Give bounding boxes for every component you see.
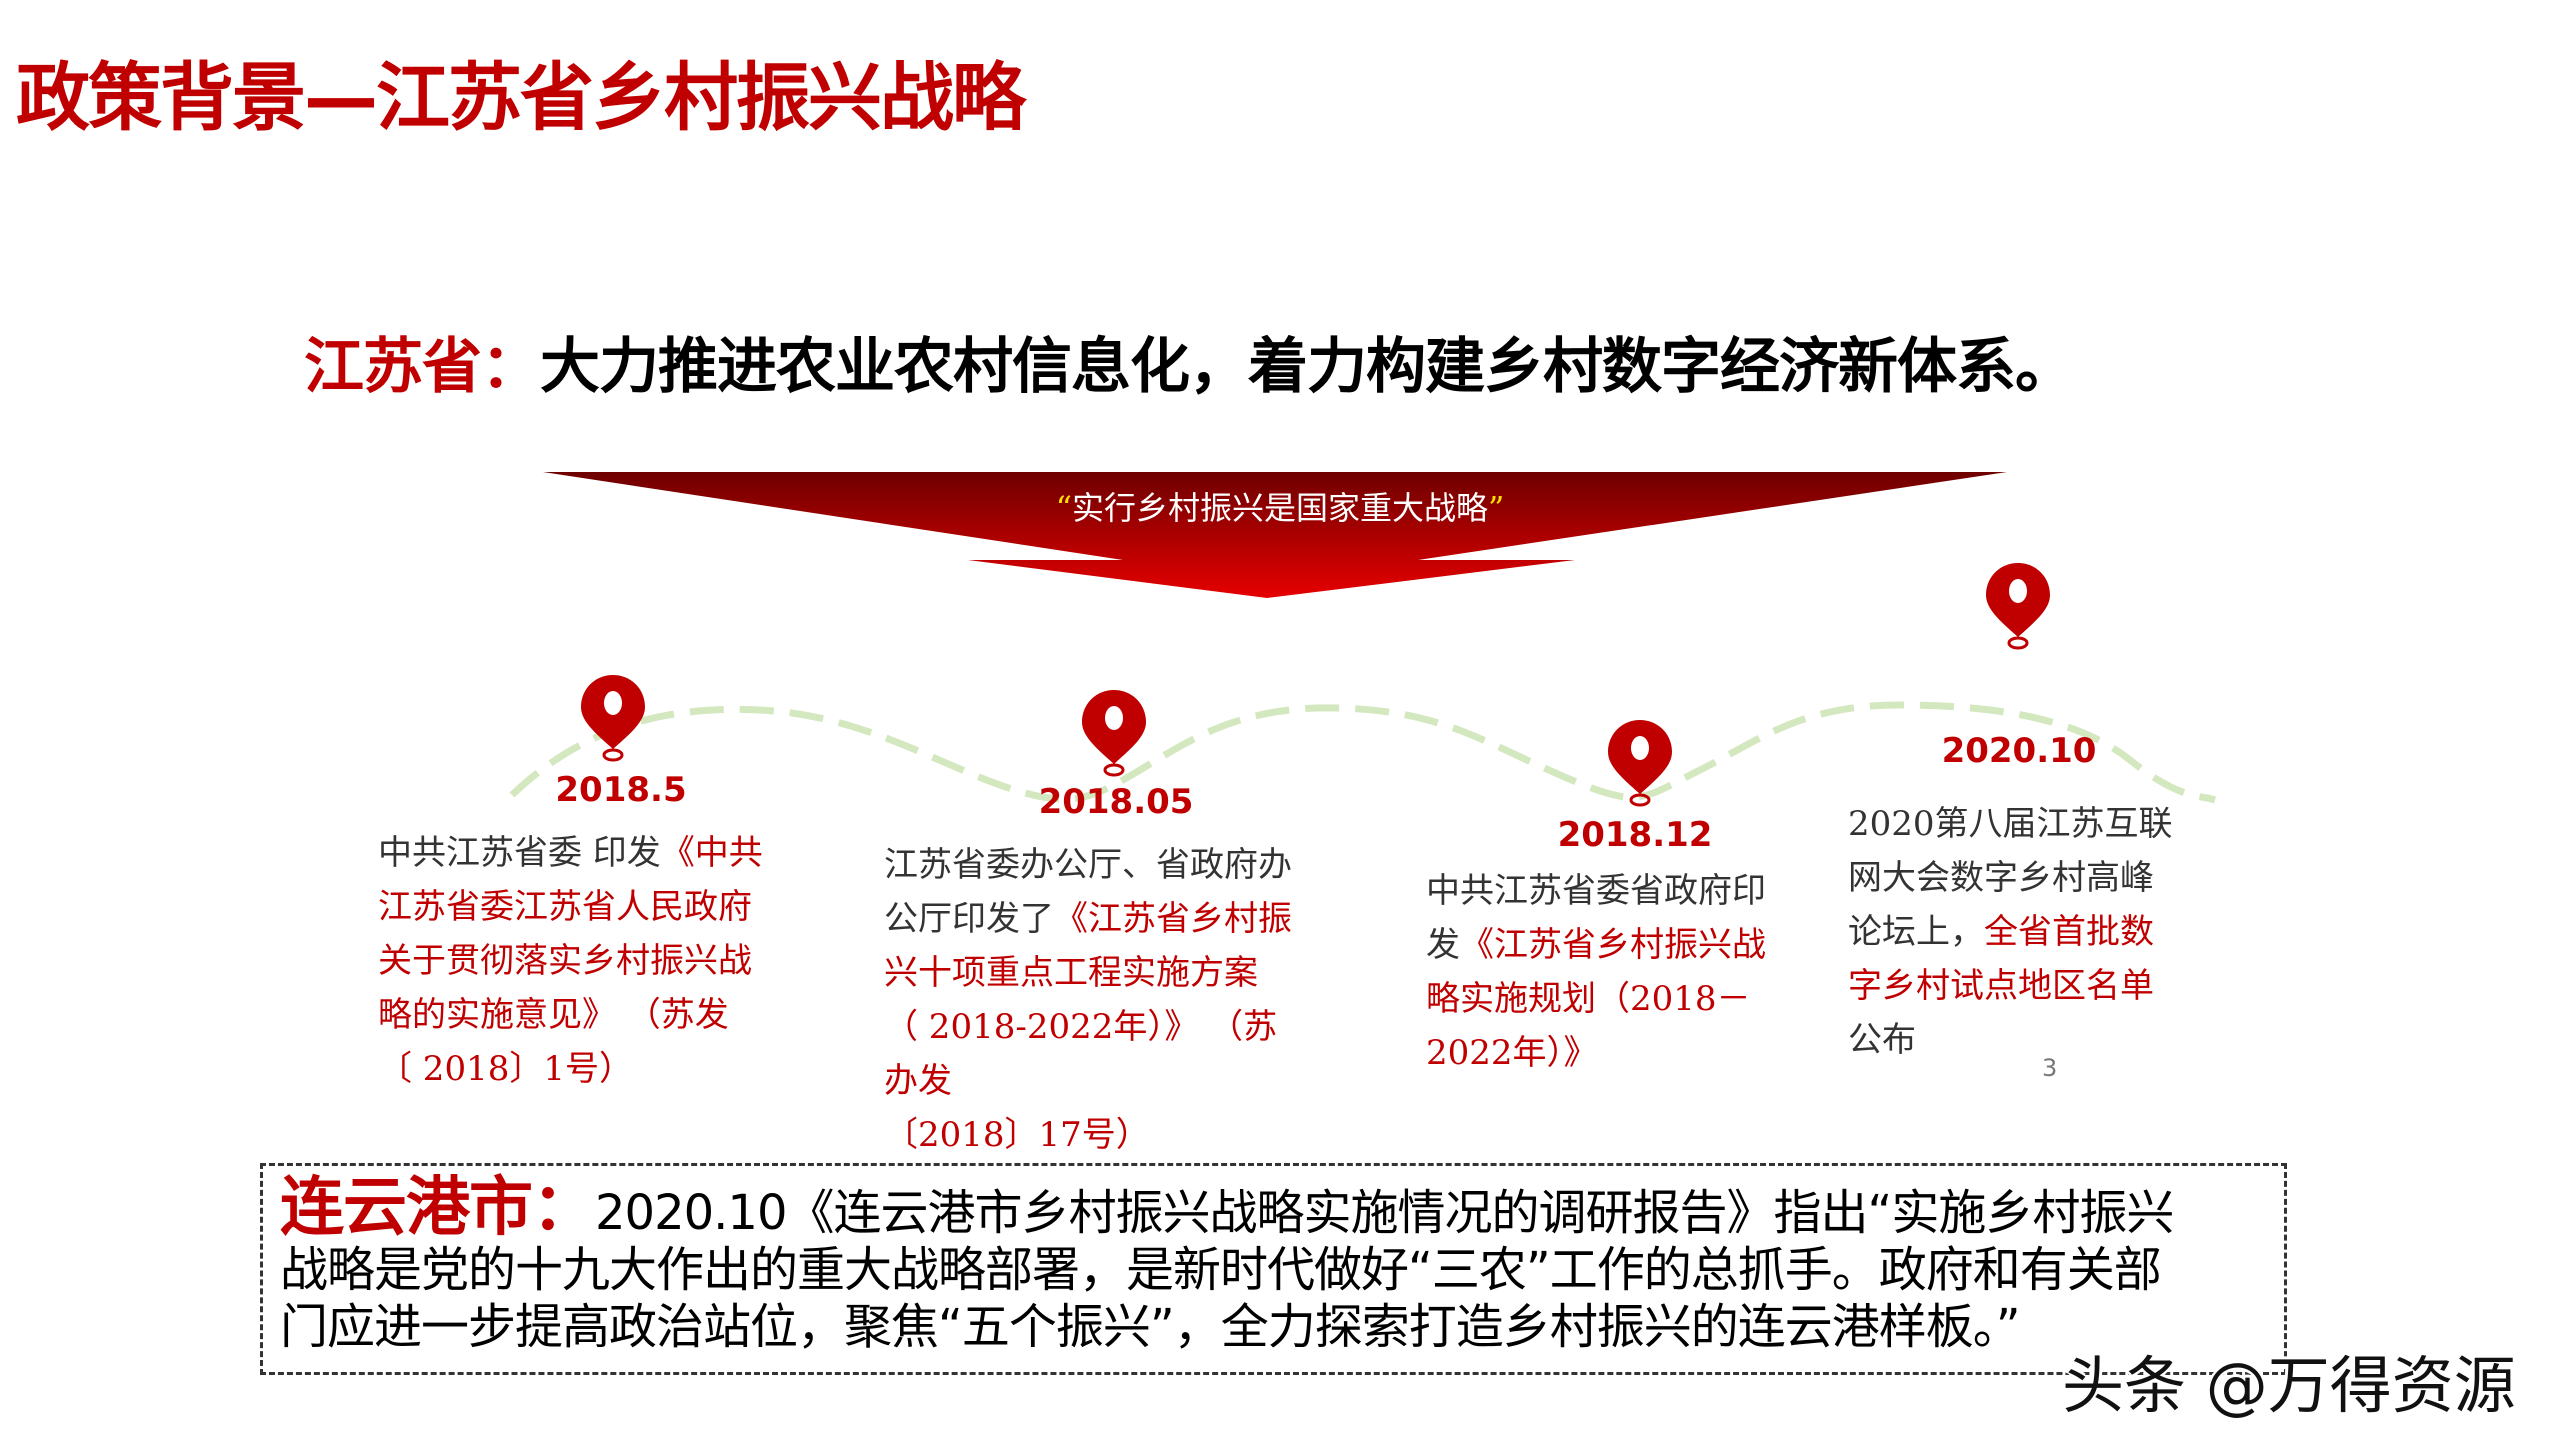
description-line: 办发 [884, 1054, 1292, 1108]
description-line: 公厅印发了《江苏省乡村振 [884, 892, 1292, 946]
plain-text: 发 [1426, 925, 1460, 965]
description-line: 〔2018〕17号） [884, 1108, 1292, 1162]
plain-text: 公厅印发了 [884, 899, 1054, 939]
description-line: （ 2018-2022年）》 （苏 [884, 1000, 1292, 1054]
highlighted-text: 全省首批数 [1984, 912, 2154, 952]
watermark: 头条 @万得资源 [2062, 1349, 2516, 1422]
timeline-date: 2018.5 [555, 770, 687, 810]
description-line: 江苏省委江苏省人民政府 [378, 880, 763, 934]
box-line-text: 2020.10《连云港市乡村振兴战略实施情况的调研报告》指出“实施乡村振兴 [595, 1185, 2174, 1241]
box-line: 战略是党的十九大作出的重大战略部署，是新时代做好“三农”工作的总抓手。政府和有关… [280, 1242, 2162, 1298]
timeline-date: 2018.05 [1038, 782, 1194, 822]
description-line: 论坛上，全省首批数 [1848, 905, 2173, 959]
description-line: 字乡村试点地区名单 [1848, 959, 2173, 1013]
description-line: 略的实施意见》 （苏发 [378, 988, 763, 1042]
timeline-date: 2018.12 [1557, 815, 1713, 855]
highlighted-text: 略的实施意见》 （苏发 [378, 995, 729, 1035]
description-line: 网大会数字乡村高峰 [1848, 851, 2173, 905]
timeline-description: 中共江苏省委 印发《中共江苏省委江苏省人民政府 关于贯彻落实乡村振兴战 略的实施意见… [378, 826, 763, 1096]
highlighted-text: 〔2018〕17号） [884, 1115, 1150, 1155]
plain-text: 论坛上， [1848, 912, 1984, 952]
plain-text: 江苏省委办公厅、省政府办 [884, 845, 1292, 885]
close-quote: ” [1488, 489, 1505, 527]
highlighted-text: 字乡村试点地区名单 [1848, 966, 2154, 1006]
plain-text: 公布 [1848, 1020, 1916, 1060]
lianyungang-dashed-box [260, 1163, 2287, 1375]
highlighted-text: （ 2018-2022年）》 （苏 [884, 1007, 1278, 1047]
open-quote: “ [1055, 489, 1072, 527]
description-line: 略实施规划（2018－ [1426, 972, 1766, 1026]
plain-text: 2020第八届江苏互联 [1848, 804, 2173, 844]
plain-text: 网大会数字乡村高峰 [1848, 858, 2154, 898]
description-line: 兴十项重点工程实施方案 [884, 946, 1292, 1000]
highlighted-text: 办发 [884, 1061, 952, 1101]
page-number: 3 [2042, 1054, 2058, 1082]
box-line: 连云港市：2020.10《连云港市乡村振兴战略实施情况的调研报告》指出“实施乡村… [280, 1176, 2174, 1242]
banner-text: “实行乡村振兴是国家重大战略” [0, 483, 2560, 529]
highlighted-text: 〔 2018〕1号） [378, 1049, 633, 1089]
highlighted-text: 《中共 [660, 833, 763, 873]
highlighted-text: 《江苏省乡村振 [1054, 899, 1292, 939]
lianyungang-text: 连云港市：2020.10《连云港市乡村振兴战略实施情况的调研报告》指出“实施乡村… [280, 1176, 2174, 1356]
description-line: 〔 2018〕1号） [378, 1042, 763, 1096]
box-line: 门应进一步提高政治站位，聚焦“五个振兴”，全力探索打造乡村振兴的连云港样板。” [280, 1299, 2021, 1355]
plain-text: 中共江苏省委省政府印 [1426, 871, 1766, 911]
highlighted-text: 《江苏省乡村振兴战 [1460, 925, 1766, 965]
subtitle-text: 大力推进农业农村信息化，着力构建乡村数字经济新体系。 [540, 332, 2075, 402]
description-line: 2022年）》 [1426, 1026, 1766, 1080]
timeline-description: 2020第八届江苏互联 网大会数字乡村高峰 论坛上，全省首批数 字乡村试点地区名单 公布 [1848, 797, 2173, 1067]
timeline-description: 中共江苏省委省政府印 发《江苏省乡村振兴战 略实施规划（2018－ 2022年）》 [1426, 864, 1766, 1080]
description-line: 江苏省委办公厅、省政府办 [884, 838, 1292, 892]
plain-text: 中共江苏省委 印发 [378, 833, 661, 873]
highlighted-text: 兴十项重点工程实施方案 [884, 953, 1258, 993]
map-pin-icon [1986, 563, 2050, 650]
slide-subtitle: 江苏省：大力推进农业农村信息化，着力构建乡村数字经济新体系。 [304, 318, 2075, 405]
map-pin-icon [1608, 720, 1672, 807]
banner-label: 实行乡村振兴是国家重大战略 [1071, 489, 1488, 527]
description-line: 2020第八届江苏互联 [1848, 797, 2173, 851]
description-line: 发《江苏省乡村振兴战 [1426, 918, 1766, 972]
highlighted-text: 江苏省委江苏省人民政府 [378, 887, 752, 927]
timeline-description: 江苏省委办公厅、省政府办 公厅印发了《江苏省乡村振 兴十项重点工程实施方案（ 201… [884, 838, 1292, 1162]
lianyungang-label: 连云港市： [280, 1171, 596, 1245]
banner-arrow-shape [543, 472, 2007, 598]
highlighted-text: 关于贯彻落实乡村振兴战 [378, 941, 752, 981]
slide-title: 政策背景—江苏省乡村振兴战略 [16, 55, 1026, 141]
description-line: 中共江苏省委 印发《中共 [378, 826, 763, 880]
timeline-date: 2020.10 [1941, 731, 2097, 771]
highlighted-text: 2022年）》 [1426, 1033, 1598, 1073]
description-line: 中共江苏省委省政府印 [1426, 864, 1766, 918]
description-line: 关于贯彻落实乡村振兴战 [378, 934, 763, 988]
timeline-dashed-curve [509, 701, 2217, 804]
description-line: 公布 [1848, 1013, 2173, 1067]
map-pin-icon [581, 675, 645, 762]
subtitle-label: 江苏省： [304, 332, 541, 402]
map-pin-icon [1082, 690, 1146, 777]
highlighted-text: 略实施规划（2018－ [1426, 979, 1751, 1019]
